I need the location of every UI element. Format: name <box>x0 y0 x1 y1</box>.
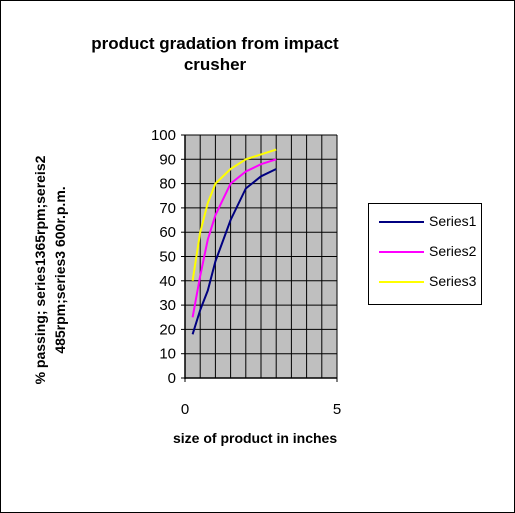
legend-item-series1: Series1 <box>369 212 481 232</box>
legend: Series1 Series2 Series3 <box>368 203 482 305</box>
y-tick-label: 60 <box>159 224 176 241</box>
legend-swatch-series3 <box>379 281 424 283</box>
tick-labels: 0 10 20 30 40 50 60 70 80 90 100 0 5 <box>151 127 341 418</box>
x-tick-label: 0 <box>181 401 189 418</box>
series-lines <box>191 148 277 335</box>
axes <box>181 134 338 382</box>
legend-label-series2: Series2 <box>429 243 477 259</box>
series-line-2 <box>191 158 277 318</box>
y-tick-label: 0 <box>168 370 176 387</box>
chart-title-line-1: product gradation from impact <box>91 34 339 53</box>
y-tick-label: 50 <box>159 249 176 266</box>
y-tick-label: 30 <box>159 297 176 314</box>
legend-item-series2: Series2 <box>369 242 481 262</box>
x-tick-label: 5 <box>333 401 341 418</box>
y-tick-label: 70 <box>159 200 176 217</box>
series-line-3 <box>191 148 277 281</box>
legend-swatch-series1 <box>379 221 424 223</box>
y-tick-label: 20 <box>159 321 176 338</box>
legend-label-series3: Series3 <box>429 273 477 289</box>
y-tick-label: 90 <box>159 151 176 168</box>
chart-title-line-2: crusher <box>183 55 247 74</box>
legend-label-series1: Series1 <box>429 213 477 229</box>
y-tick-label: 80 <box>159 176 176 193</box>
y-tick-label: 100 <box>151 127 176 144</box>
x-axis-label: size of product in inches <box>173 430 338 446</box>
y-tick-label: 40 <box>159 273 176 290</box>
legend-swatch-series2 <box>379 251 424 253</box>
y-tick-label: 10 <box>159 346 176 363</box>
legend-item-series3: Series3 <box>369 272 481 292</box>
series-line-1 <box>191 168 277 335</box>
